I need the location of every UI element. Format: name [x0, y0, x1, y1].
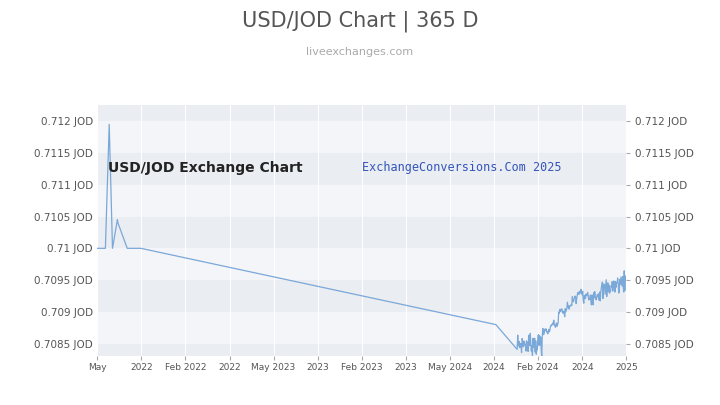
Bar	[97, 185, 626, 217]
Bar	[97, 312, 626, 344]
Bar	[97, 121, 626, 153]
Bar	[97, 344, 626, 356]
Text: USD/JOD Exchange Chart: USD/JOD Exchange Chart	[108, 160, 302, 175]
Bar	[97, 105, 626, 121]
Text: liveexchanges.com: liveexchanges.com	[307, 47, 413, 57]
Text: USD/JOD Chart | 365 D: USD/JOD Chart | 365 D	[242, 10, 478, 32]
Bar	[97, 248, 626, 280]
Bar	[97, 280, 626, 312]
Bar	[97, 217, 626, 248]
Bar	[97, 153, 626, 185]
Text: ExchangeConversions.Com 2025: ExchangeConversions.Com 2025	[361, 160, 562, 173]
